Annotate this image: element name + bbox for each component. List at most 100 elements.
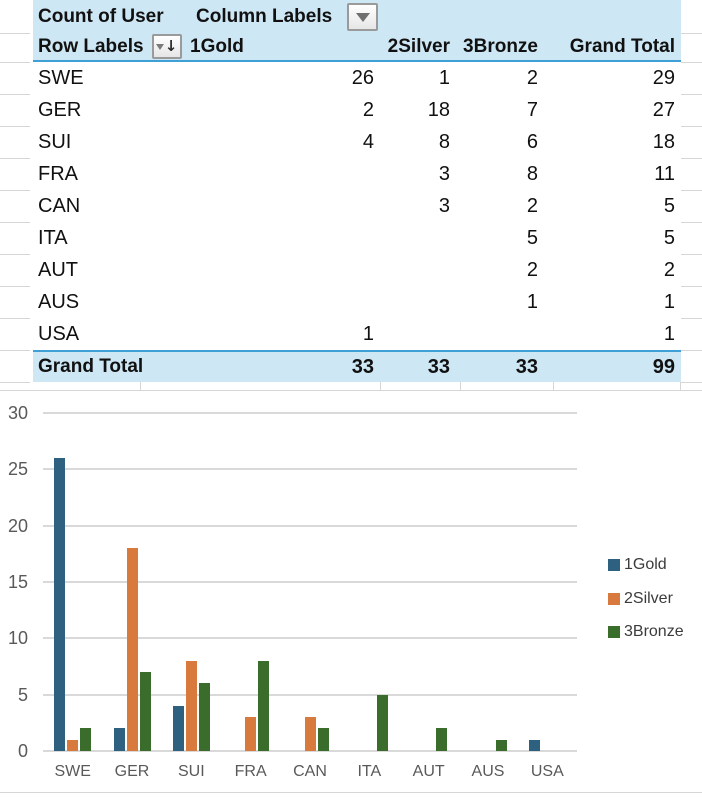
value-cell[interactable]: 2	[526, 66, 538, 89]
row-label-cell[interactable]: GER	[38, 98, 82, 121]
value-cell[interactable]: 4	[362, 130, 374, 153]
grand-total-bronze-cell[interactable]: 33	[515, 355, 538, 378]
value-cell[interactable]: 18	[427, 98, 450, 121]
pivot-title-cell[interactable]: Count of User	[38, 5, 164, 27]
row-labels-sort-filter-button[interactable]: ↓	[151, 34, 182, 59]
value-cell[interactable]: 3	[438, 194, 450, 217]
sheet-column-tick	[460, 382, 461, 390]
gutter-line	[681, 382, 702, 383]
value-cell[interactable]: 11	[654, 162, 675, 185]
value-cell[interactable]: 26	[351, 66, 374, 89]
chart-gridline	[43, 581, 577, 583]
chart-gridline	[43, 468, 577, 471]
bar-3bronze-can	[317, 728, 329, 751]
chart-gridline	[43, 693, 577, 696]
chart-gridline	[43, 750, 577, 752]
value-cell[interactable]: 5	[663, 194, 675, 217]
value-cell[interactable]: 27	[652, 98, 675, 121]
x-axis-category-label: CAN	[293, 763, 327, 780]
sheet-row-line	[0, 792, 702, 793]
bar-2silver-sui	[185, 660, 197, 751]
value-cell[interactable]: 1	[362, 322, 374, 345]
sort-descending-icon: ↓	[164, 37, 178, 55]
row-label-cell[interactable]: AUS	[38, 290, 80, 313]
value-cell[interactable]: 5	[526, 226, 538, 249]
legend-swatch-icon	[608, 626, 620, 638]
gutter-line	[681, 94, 702, 95]
grand-total-total-cell[interactable]: 99	[652, 355, 675, 378]
value-cell[interactable]: 5	[663, 226, 675, 249]
column-header-gold[interactable]: 1Gold	[190, 35, 244, 57]
pivot-header-row-2: Row Labels ↓ 1Gold 2Silver 3Bronze Grand…	[33, 33, 681, 62]
gutter-line	[0, 254, 30, 255]
y-axis-tick-label: 30	[7, 403, 28, 423]
row-label-cell[interactable]: USA	[38, 322, 80, 345]
pivot-row-can: CAN 3 2 5	[33, 190, 681, 222]
gutter-line	[0, 222, 30, 223]
bar-3bronze-fra	[258, 660, 270, 751]
value-cell[interactable]: 2	[663, 258, 675, 281]
column-labels-cell[interactable]: Column Labels	[196, 5, 333, 27]
chart-gridline	[43, 637, 577, 640]
column-header-grand-total[interactable]: Grand Total	[569, 35, 675, 57]
value-cell[interactable]: 1	[526, 290, 538, 313]
gutter-line	[681, 286, 702, 287]
gutter-line	[681, 158, 702, 159]
bar-3bronze-sui	[198, 683, 210, 751]
gutter-line	[0, 286, 30, 287]
bar-3bronze-aut	[436, 728, 448, 751]
gutter-line	[0, 62, 30, 63]
value-cell[interactable]: 1	[663, 322, 675, 345]
value-cell[interactable]: 18	[652, 130, 675, 153]
gutter-line	[0, 382, 30, 383]
row-label-cell[interactable]: ITA	[38, 226, 68, 249]
column-header-bronze[interactable]: 3Bronze	[463, 35, 538, 57]
chart-gridline	[43, 412, 577, 414]
dropdown-arrow-icon	[355, 12, 370, 22]
row-label-cell[interactable]: FRA	[38, 162, 78, 185]
row-label-cell[interactable]: SWE	[38, 66, 84, 89]
row-label-cell[interactable]: CAN	[38, 194, 81, 217]
row-labels-cell[interactable]: Row Labels ↓	[33, 34, 187, 59]
gutter-line	[0, 350, 30, 351]
value-cell[interactable]: 1	[663, 290, 675, 313]
row-label-cell[interactable]: AUT	[38, 258, 78, 281]
value-cell[interactable]: 6	[526, 130, 538, 153]
gutter-line	[681, 126, 702, 127]
chart-gridline	[43, 524, 577, 527]
value-cell[interactable]: 8	[526, 162, 538, 185]
column-header-silver[interactable]: 2Silver	[387, 35, 450, 57]
value-cell[interactable]: 2	[362, 98, 374, 121]
pivot-row-aus: AUS 1 1	[33, 286, 681, 318]
grand-total-label-cell[interactable]: Grand Total	[38, 356, 144, 377]
sheet-column-tick	[553, 382, 554, 390]
value-cell[interactable]: 8	[438, 130, 450, 153]
value-cell[interactable]: 3	[438, 162, 450, 185]
bar-1gold-ger	[113, 728, 125, 751]
value-cell[interactable]: 2	[526, 258, 538, 281]
pivot-chart[interactable]: 0 5 10 15 20 25 30 SWE GER SUI FRA CAN ITA AUT AUS USA 1…	[0, 402, 702, 790]
legend-item-2silver: 2Silver	[608, 590, 673, 608]
y-axis-tick-label: 10	[7, 628, 28, 649]
pivot-table: Count of User Column Labels Row Labels ↓…	[33, 0, 681, 382]
x-axis-category-label: AUT	[412, 763, 445, 780]
value-cell[interactable]: 29	[652, 66, 675, 89]
value-cell[interactable]: 2	[526, 194, 538, 217]
row-label-cell[interactable]: SUI	[38, 130, 72, 153]
grand-total-silver-cell[interactable]: 33	[427, 355, 450, 378]
gutter-line	[0, 318, 30, 319]
bar-3bronze-aus	[495, 739, 507, 751]
grand-total-gold-cell[interactable]: 33	[351, 355, 374, 378]
pivot-row-usa: USA 1 1	[33, 318, 681, 350]
bar-3bronze-ita	[376, 694, 388, 751]
pivot-row-aut: AUT 2 2	[33, 254, 681, 286]
dropdown-arrow-icon	[155, 43, 164, 50]
column-labels-filter-button[interactable]	[347, 3, 378, 31]
grand-total-row: Grand Total 33 33 33 99	[33, 350, 681, 382]
legend-label: 3Bronze	[624, 623, 684, 640]
value-cell[interactable]: 7	[526, 98, 538, 121]
bar-3bronze-swe	[80, 728, 92, 751]
value-cell[interactable]: 1	[438, 66, 450, 89]
gutter-line	[681, 254, 702, 255]
